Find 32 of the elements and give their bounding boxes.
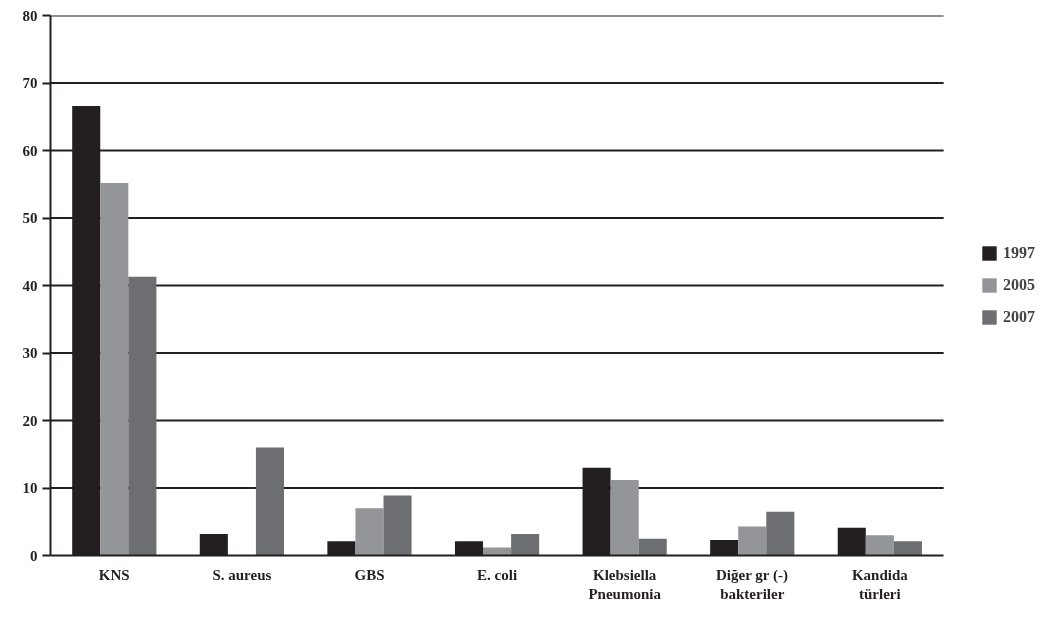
bar: [893, 541, 922, 556]
bar: [355, 508, 384, 556]
bar: [738, 526, 767, 556]
y-tick-label: 70: [22, 75, 38, 91]
y-tick-label: 60: [22, 142, 38, 159]
bar: [255, 447, 284, 556]
x-tick-label: KNS: [98, 566, 130, 583]
bar: [383, 495, 412, 556]
bar: [865, 535, 894, 556]
x-tick-label: Kandida türleri: [851, 566, 909, 602]
x-tick-label: Klebsiella Pneumonia: [588, 566, 662, 602]
bar: [638, 538, 667, 556]
y-tick-label: 0: [30, 547, 38, 564]
y-tick-label: 40: [22, 277, 38, 294]
y-tick-label: 20: [22, 412, 38, 429]
bar: [610, 479, 639, 556]
x-tick-label: S. aureus: [212, 566, 272, 583]
bar: [100, 182, 129, 556]
legend-label: 2007: [1003, 308, 1035, 326]
bar: [483, 547, 512, 556]
y-tick-label: 80: [22, 7, 38, 24]
legend-label: 2005: [1003, 276, 1035, 294]
bar: [766, 511, 795, 556]
x-tick-label: E. coli: [477, 566, 518, 583]
y-tick-label: 30: [22, 345, 38, 361]
x-tick-label: GBS: [354, 566, 385, 583]
y-tick-label: 50: [22, 210, 38, 226]
bar: [511, 533, 540, 556]
legend-label: 1997: [1003, 244, 1035, 262]
bar: [128, 276, 157, 556]
x-tick-label: Diğer gr (-) bakteriler: [716, 566, 788, 602]
y-tick-label: 10: [22, 480, 38, 496]
